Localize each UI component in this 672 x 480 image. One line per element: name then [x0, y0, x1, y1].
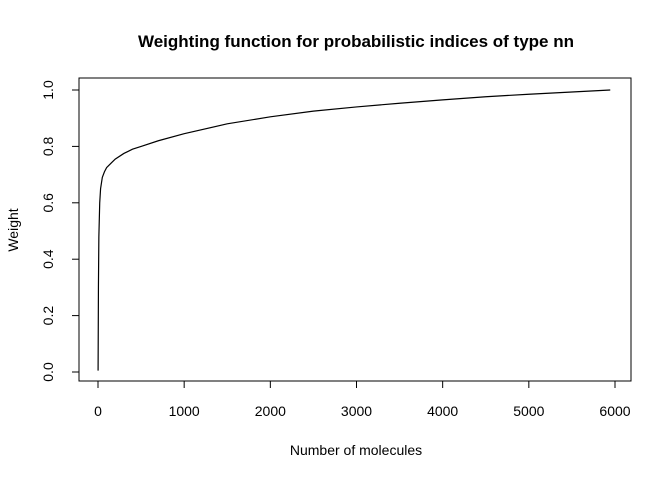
x-axis-label: Number of molecules — [290, 442, 422, 458]
x-tick-label: 2000 — [255, 403, 286, 419]
y-tick-label: 0.6 — [40, 193, 56, 213]
x-tick-label: 6000 — [599, 403, 630, 419]
y-axis-label: Weight — [5, 208, 21, 251]
y-tick-label: 0.0 — [40, 362, 56, 382]
x-tick-label: 0 — [94, 403, 102, 419]
y-tick-label: 1.0 — [40, 80, 56, 100]
x-axis: 0 1000 2000 3000 4000 5000 6000 — [94, 380, 631, 419]
x-tick-label: 3000 — [341, 403, 372, 419]
y-axis: 0.0 0.2 0.4 0.6 0.8 1.0 — [40, 80, 80, 382]
x-tick-label: 1000 — [169, 403, 200, 419]
series-line — [97, 89, 611, 371]
x-tick-label: 4000 — [427, 403, 458, 419]
y-tick-label: 0.4 — [40, 249, 56, 269]
y-tick-label: 0.8 — [40, 136, 56, 156]
y-tick-label: 0.2 — [40, 306, 56, 326]
plot-box — [78, 77, 632, 382]
chart-title: Weighting function for probabilistic ind… — [138, 32, 574, 51]
x-tick-label: 5000 — [513, 403, 544, 419]
